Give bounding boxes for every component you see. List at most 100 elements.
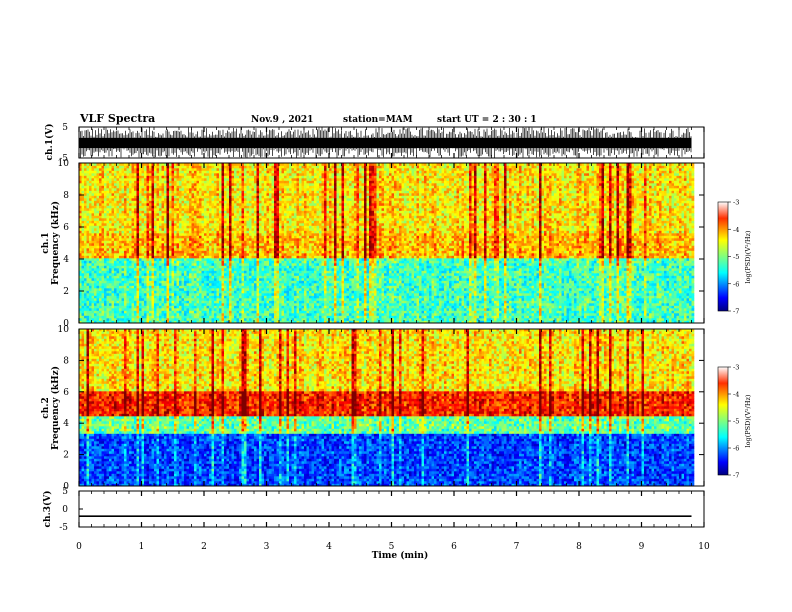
ch1-spectrogram-cell bbox=[214, 316, 217, 319]
ch1-spectrogram-cell bbox=[212, 303, 215, 306]
ch1-spectrogram-cell bbox=[287, 283, 290, 286]
ch1-spectrogram-cell bbox=[514, 298, 517, 301]
ch1-spectrogram-cell bbox=[577, 296, 580, 299]
ch1-spectrogram-cell bbox=[149, 283, 152, 286]
ch1-spectrogram-cell bbox=[257, 296, 260, 299]
ch1-spectrogram-cell bbox=[642, 286, 645, 289]
ch1-spectrogram-cell bbox=[239, 296, 242, 299]
ch1-spectrogram-cell bbox=[289, 288, 292, 291]
ch1-spectrogram-cell bbox=[457, 293, 460, 296]
ch1-spectrogram-cell bbox=[327, 308, 330, 311]
ch1-spectrogram-cell bbox=[587, 316, 590, 319]
ch1-spectrogram-cell bbox=[362, 308, 365, 311]
ch1-spectrogram-cell bbox=[477, 308, 480, 311]
ch1-spectrogram-cell bbox=[224, 286, 227, 289]
ch1-spectrogram-cell bbox=[277, 288, 280, 291]
ch1-spectrogram-cell bbox=[442, 291, 445, 294]
ch1-spectrogram-cell bbox=[397, 283, 400, 286]
ch1-spectrogram-cell bbox=[349, 296, 352, 299]
ch1-spectrogram-cell bbox=[342, 306, 345, 309]
ch1-spectrogram-cell bbox=[452, 308, 455, 311]
ch1-spectrogram-cell bbox=[602, 288, 605, 291]
ch1-spectrogram-cell bbox=[242, 298, 245, 301]
ch1-spectrogram-cell bbox=[612, 298, 615, 301]
ch1-spectrogram-cell bbox=[359, 311, 362, 314]
ch1-spectrogram-cell bbox=[324, 308, 327, 311]
ch1-spectrogram-cell bbox=[537, 313, 540, 316]
ch1-spectrogram-cell bbox=[312, 293, 315, 296]
ch1-spectrogram-cell bbox=[664, 286, 667, 289]
ch1-spectrogram-cell bbox=[364, 306, 367, 309]
ch1-spectrogram-cell bbox=[104, 283, 107, 286]
ch1-spectrogram-cell bbox=[374, 291, 377, 294]
ch1-spectrogram-cell bbox=[662, 313, 665, 316]
ch1-spectrogram-cell bbox=[432, 288, 435, 291]
ch1-spectrogram-cell bbox=[517, 296, 520, 299]
ch1-spectrogram-cell bbox=[487, 288, 490, 291]
ch1-spectrogram-cell bbox=[552, 291, 555, 294]
ch1-spectrogram-cell bbox=[192, 286, 195, 289]
ch1-spectrogram-cell bbox=[224, 278, 227, 281]
ch1-spectrogram-cell bbox=[454, 301, 457, 304]
ch1-spectrogram-cell bbox=[144, 296, 147, 299]
ch1-spectrogram-cell bbox=[449, 281, 452, 284]
ch1-spectrogram-cell bbox=[452, 283, 455, 286]
ch1-spectrogram-cell bbox=[244, 288, 247, 291]
ch1-spectrogram-cell bbox=[304, 278, 307, 281]
ch1-spectrogram-cell bbox=[664, 311, 667, 314]
ch1-spectrogram-cell bbox=[547, 283, 550, 286]
ch1-spectrogram-cell bbox=[414, 308, 417, 311]
ch1-spectrogram-cell bbox=[519, 308, 522, 311]
ch1-spectrogram-cell bbox=[107, 281, 110, 284]
ch1-spectrogram-cell bbox=[384, 283, 387, 286]
ch1-spectrogram-cell bbox=[547, 296, 550, 299]
ch1-spectrogram-cell bbox=[379, 303, 382, 306]
ch1-spectrogram-cell bbox=[617, 293, 620, 296]
ch1-spectrogram-cell bbox=[344, 313, 347, 316]
ch1-waveform-trace bbox=[79, 127, 692, 157]
ch1-spectrogram-cell bbox=[479, 318, 482, 321]
ch1-spectrogram-cell bbox=[539, 291, 542, 294]
ch1-spectrogram-cell bbox=[517, 313, 520, 316]
ch1-spectrogram-cell bbox=[224, 308, 227, 311]
ch1-spectrogram-cell bbox=[444, 318, 447, 321]
ch1-spectrogram-cell bbox=[577, 286, 580, 289]
ch1-spectrogram-cell bbox=[497, 306, 500, 309]
ch1-spectrogram-cell bbox=[309, 301, 312, 304]
ch1-spectrogram-cell bbox=[554, 316, 557, 319]
ch1-spectrogram-cell bbox=[632, 288, 635, 291]
ch1-spectrogram-cell bbox=[369, 283, 372, 286]
ch1-spectrogram-cell bbox=[237, 278, 240, 281]
ch1-spectrogram-cell bbox=[544, 308, 547, 311]
ch1-spectrogram-cell bbox=[102, 283, 105, 286]
ch1-spectrogram-cell bbox=[649, 306, 652, 309]
ch1-spectrogram-cell bbox=[624, 288, 627, 291]
ch1-spectrogram-cell bbox=[207, 278, 210, 281]
ch1-spectrogram-cell bbox=[157, 283, 160, 286]
ch1-spectrogram-cell bbox=[292, 288, 295, 291]
ch1-spectrogram-cell bbox=[384, 308, 387, 311]
ch1-spectrogram-cell bbox=[669, 286, 672, 289]
ch1-spectrogram-cell bbox=[497, 281, 500, 284]
ch1-spectrogram-cell bbox=[537, 306, 540, 309]
ch1-spectrogram-cell bbox=[204, 298, 207, 301]
ch1-spectrogram-cell bbox=[197, 296, 200, 299]
ch1-spectrogram-cell bbox=[669, 303, 672, 306]
ch1-spectrogram-cell bbox=[382, 313, 385, 316]
ch1-spectrogram-cell bbox=[329, 291, 332, 294]
ch1-spectrogram-cell bbox=[679, 286, 682, 289]
ch1-spectrogram-cell bbox=[299, 278, 302, 281]
ch1-spectrogram-cell bbox=[134, 291, 137, 294]
ch1-spectrogram-cell bbox=[567, 278, 570, 281]
ch1-spectrogram-cell bbox=[427, 306, 430, 309]
ch1-spectrogram-cell bbox=[464, 286, 467, 289]
ch1-spectrogram-cell bbox=[302, 288, 305, 291]
ch1-spectrogram-cell bbox=[174, 283, 177, 286]
ch1-spectrogram-cell bbox=[147, 286, 150, 289]
ch1-spectrogram-cell bbox=[629, 286, 632, 289]
ch1-spectrogram-cell bbox=[587, 293, 590, 296]
ch1-spectrogram-cell bbox=[89, 288, 92, 291]
ch1-spectrogram-cell bbox=[484, 278, 487, 281]
ch1-spectrogram-cell bbox=[267, 311, 270, 314]
ch1-spectrogram-cell bbox=[452, 296, 455, 299]
